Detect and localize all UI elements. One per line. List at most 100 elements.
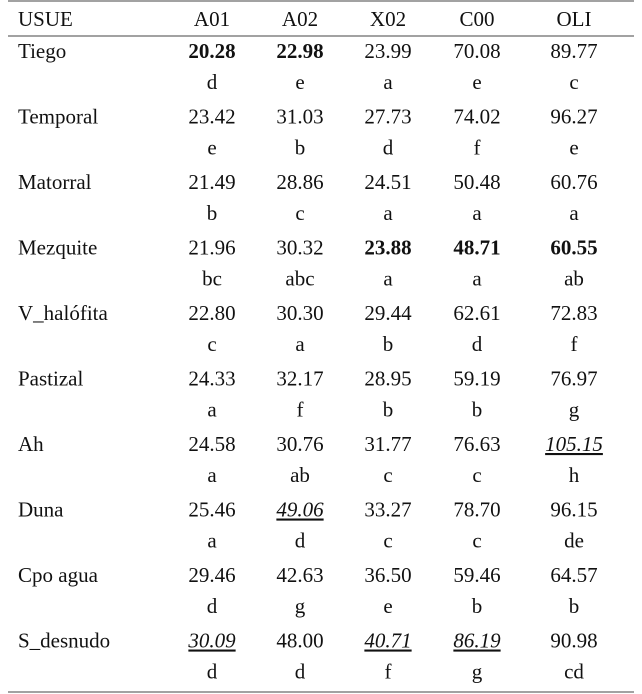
letter-cell: c	[295, 201, 304, 225]
value-cell: 78.70	[453, 498, 500, 522]
value-cell: 42.63	[276, 563, 323, 587]
letter-cell: a	[472, 267, 482, 291]
header-cell: OLI	[557, 7, 592, 31]
header-cell: C00	[459, 7, 494, 31]
letter-cell: g	[472, 660, 483, 684]
value-cell: 32.17	[276, 367, 323, 391]
value-cell: 36.50	[364, 563, 411, 587]
value-cell: 59.19	[453, 367, 500, 391]
letter-cell: h	[569, 463, 580, 487]
value-cell: 86.19	[453, 629, 501, 653]
row-label: V_halófita	[18, 301, 108, 325]
letter-cell: d	[207, 660, 218, 684]
value-cell: 21.49	[188, 170, 235, 194]
letter-cell: d	[295, 660, 306, 684]
row-label: Matorral	[18, 170, 92, 194]
value-cell: 76.97	[550, 367, 597, 391]
row-label: Duna	[18, 498, 64, 522]
letter-cell: d	[207, 70, 218, 94]
value-cell: 89.77	[550, 39, 597, 63]
letter-cell: cd	[564, 660, 584, 684]
letter-cell: f	[571, 332, 578, 356]
value-cell: 31.03	[276, 105, 323, 129]
header-cell: USUE	[18, 7, 73, 31]
row-label: Temporal	[18, 105, 98, 129]
value-cell: 23.88	[364, 236, 411, 260]
letter-cell: e	[569, 136, 578, 160]
letter-cell: a	[207, 398, 217, 422]
value-cell: 70.08	[453, 39, 500, 63]
value-cell: 62.61	[453, 301, 500, 325]
value-cell: 28.86	[276, 170, 323, 194]
letter-cell: f	[385, 660, 392, 684]
row-label: Pastizal	[18, 367, 83, 391]
value-cell: 30.32	[276, 236, 323, 260]
row-label: Cpo agua	[18, 563, 99, 587]
letter-cell: bc	[202, 267, 222, 291]
value-cell: 60.76	[550, 170, 597, 194]
value-cell: 105.15	[545, 432, 603, 456]
letter-cell: d	[383, 136, 394, 160]
letter-cell: g	[569, 398, 580, 422]
value-cell: 33.27	[364, 498, 411, 522]
value-cell: 60.55	[550, 236, 597, 260]
value-cell: 24.58	[188, 432, 235, 456]
letter-cell: a	[295, 332, 305, 356]
value-cell: 29.46	[188, 563, 235, 587]
letter-cell: c	[383, 463, 392, 487]
value-cell: 30.76	[276, 432, 323, 456]
letter-cell: e	[295, 70, 304, 94]
value-cell: 49.06	[276, 498, 324, 522]
header-cell: X02	[370, 7, 406, 31]
letter-cell: ab	[564, 267, 584, 291]
value-cell: 29.44	[364, 301, 412, 325]
value-cell: 30.30	[276, 301, 323, 325]
value-cell: 27.73	[364, 105, 411, 129]
row-label: Mezquite	[18, 236, 97, 260]
letter-cell: a	[472, 201, 482, 225]
letter-cell: e	[472, 70, 481, 94]
value-cell: 23.99	[364, 39, 411, 63]
value-cell: 76.63	[453, 432, 500, 456]
value-cell: 48.71	[453, 236, 500, 260]
value-cell: 59.46	[453, 563, 500, 587]
letter-cell: a	[383, 70, 393, 94]
value-cell: 25.46	[188, 498, 235, 522]
value-cell: 40.71	[364, 629, 411, 653]
letter-cell: a	[569, 201, 579, 225]
value-cell: 28.95	[364, 367, 411, 391]
letter-cell: c	[472, 529, 481, 553]
letter-cell: c	[472, 463, 481, 487]
letter-cell: b	[472, 594, 483, 618]
letter-cell: e	[383, 594, 392, 618]
letter-cell: g	[295, 594, 306, 618]
value-cell: 30.09	[187, 629, 236, 653]
value-cell: 31.77	[364, 432, 411, 456]
value-cell: 72.83	[550, 301, 597, 325]
value-cell: 22.80	[188, 301, 235, 325]
value-cell: 74.02	[453, 105, 500, 129]
letter-cell: e	[207, 136, 216, 160]
letter-cell: b	[383, 332, 394, 356]
value-cell: 24.51	[364, 170, 411, 194]
letter-cell: d	[295, 529, 306, 553]
letter-cell: c	[569, 70, 578, 94]
letter-cell: d	[207, 594, 218, 618]
header-cell: A01	[194, 7, 230, 31]
letter-cell: de	[564, 529, 584, 553]
letter-cell: abc	[285, 267, 314, 291]
value-cell: 96.27	[550, 105, 597, 129]
letter-cell: f	[297, 398, 304, 422]
letter-cell: d	[472, 332, 483, 356]
value-cell: 23.42	[188, 105, 235, 129]
header-cell: A02	[282, 7, 318, 31]
letter-cell: a	[383, 267, 393, 291]
value-cell: 50.48	[453, 170, 500, 194]
value-cell: 21.96	[188, 236, 235, 260]
value-cell: 24.33	[188, 367, 235, 391]
row-label: Ah	[18, 432, 44, 456]
letter-cell: c	[383, 529, 392, 553]
value-cell: 20.28	[188, 39, 235, 63]
letter-cell: b	[383, 398, 394, 422]
